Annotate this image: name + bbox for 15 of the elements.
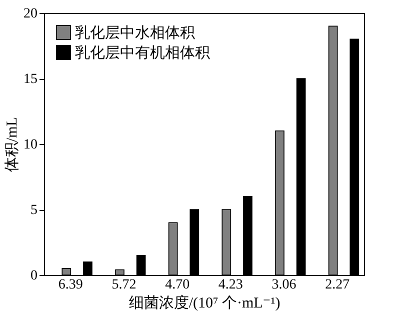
y-tick-label: 10 [24,138,38,152]
y-tick-label: 15 [24,72,38,87]
x-tick-label: 6.39 [58,278,83,292]
x-axis-title: 细菌浓度/(10⁷ 个·mL⁻¹) [128,294,280,312]
y-axis-title: 体积/mL [4,117,20,172]
y-tick-label: 5 [30,203,38,218]
y-tick-label: 20 [24,6,38,22]
legend-label: 乳化层中水相体积 [75,24,195,42]
legend-label: 乳化层中有机相体积 [75,44,210,62]
x-tick-label: 2.27 [325,278,350,292]
x-tick-label: 4.23 [218,278,243,292]
x-tick-label: 3.06 [272,278,296,292]
x-tick-label: 4.70 [165,278,190,292]
x-tick-label: 5.72 [112,278,136,292]
y-tick-label: 0 [30,268,38,284]
